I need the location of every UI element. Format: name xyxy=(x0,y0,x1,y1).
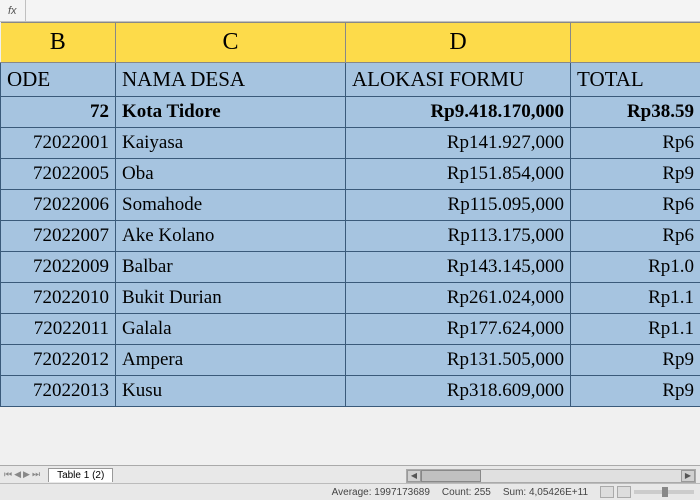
status-count: Count: 255 xyxy=(442,487,491,498)
cell[interactable]: Oba xyxy=(116,159,346,190)
table-row[interactable]: 72022012AmperaRp131.505,000Rp9 xyxy=(1,345,700,376)
cell[interactable]: Rp318.609,000 xyxy=(346,376,571,407)
table-row[interactable]: 72022011GalalaRp177.624,000Rp1.1 xyxy=(1,314,700,345)
cell[interactable]: 72022007 xyxy=(1,221,116,252)
cell[interactable]: 72022010 xyxy=(1,283,116,314)
cell[interactable]: Kaiyasa xyxy=(116,128,346,159)
table-row[interactable]: 72022009BalbarRp143.145,000Rp1.0 xyxy=(1,252,700,283)
cell[interactable]: Rp261.024,000 xyxy=(346,283,571,314)
tab-nav-buttons[interactable]: ⏮ ◀ ▶ ⏭ xyxy=(0,469,44,480)
scroll-thumb[interactable] xyxy=(421,470,481,482)
column-letter-row: BCD xyxy=(1,23,700,63)
cell[interactable]: Rp9 xyxy=(571,159,700,190)
sheet-tab-active[interactable]: Table 1 (2) xyxy=(48,468,113,482)
cell[interactable]: 72 xyxy=(1,97,116,128)
cell[interactable]: Ake Kolano xyxy=(116,221,346,252)
cell[interactable]: Rp1.1 xyxy=(571,314,700,345)
zoom-controls[interactable] xyxy=(600,486,694,498)
cell[interactable]: Balbar xyxy=(116,252,346,283)
cell[interactable]: Ampera xyxy=(116,345,346,376)
column-header[interactable]: ALOKASI FORMU xyxy=(346,63,571,97)
cell[interactable]: 72022011 xyxy=(1,314,116,345)
status-average: Average: 1997173689 xyxy=(332,487,430,498)
cell[interactable]: Rp131.505,000 xyxy=(346,345,571,376)
scroll-track[interactable] xyxy=(421,470,681,482)
spreadsheet-grid[interactable]: BCD ODENAMA DESAALOKASI FORMUTOTAL 72Kot… xyxy=(0,22,700,407)
summary-row[interactable]: 72Kota TidoreRp9.418.170,000Rp38.59 xyxy=(1,97,700,128)
cell[interactable]: Somahode xyxy=(116,190,346,221)
table-row[interactable]: 72022010Bukit DurianRp261.024,000Rp1.1 xyxy=(1,283,700,314)
table-row[interactable]: 72022005ObaRp151.854,000Rp9 xyxy=(1,159,700,190)
view-mode-icon[interactable] xyxy=(600,486,614,498)
table-row[interactable]: 72022007Ake KolanoRp113.175,000Rp6 xyxy=(1,221,700,252)
cell[interactable]: 72022006 xyxy=(1,190,116,221)
column-header[interactable]: NAMA DESA xyxy=(116,63,346,97)
cell[interactable]: Galala xyxy=(116,314,346,345)
cell[interactable]: Rp6 xyxy=(571,221,700,252)
cell[interactable]: Rp143.145,000 xyxy=(346,252,571,283)
table-row[interactable]: 72022013KusuRp318.609,000Rp9 xyxy=(1,376,700,407)
zoom-slider[interactable] xyxy=(634,490,694,494)
fx-label: fx xyxy=(0,0,26,21)
column-header[interactable]: TOTAL xyxy=(571,63,700,97)
cell[interactable]: Kota Tidore xyxy=(116,97,346,128)
column-letter[interactable] xyxy=(571,23,700,63)
cell[interactable]: 72022005 xyxy=(1,159,116,190)
tab-prev-icon[interactable]: ◀ xyxy=(14,469,21,480)
cell[interactable]: Rp177.624,000 xyxy=(346,314,571,345)
cell[interactable]: Rp115.095,000 xyxy=(346,190,571,221)
status-bar: Average: 1997173689 Count: 255 Sum: 4,05… xyxy=(0,483,700,500)
tab-first-icon[interactable]: ⏮ xyxy=(4,469,12,480)
tab-last-icon[interactable]: ⏭ xyxy=(32,469,40,480)
table-row[interactable]: 72022006SomahodeRp115.095,000Rp6 xyxy=(1,190,700,221)
formula-bar: fx xyxy=(0,0,700,22)
column-letter[interactable]: B xyxy=(1,23,116,63)
cell[interactable]: Rp9 xyxy=(571,345,700,376)
cell[interactable]: Rp1.1 xyxy=(571,283,700,314)
cell[interactable]: Rp141.927,000 xyxy=(346,128,571,159)
cell[interactable]: Rp9 xyxy=(571,376,700,407)
scroll-left-icon[interactable]: ◀ xyxy=(407,470,421,482)
column-header[interactable]: ODE xyxy=(1,63,116,97)
cell[interactable]: 72022012 xyxy=(1,345,116,376)
cell[interactable]: Rp1.0 xyxy=(571,252,700,283)
cell[interactable]: 72022001 xyxy=(1,128,116,159)
cell[interactable]: 72022009 xyxy=(1,252,116,283)
cell[interactable]: Rp38.59 xyxy=(571,97,700,128)
horizontal-scrollbar[interactable]: ◀ ▶ xyxy=(406,469,696,483)
status-sum: Sum: 4,05426E+11 xyxy=(503,487,588,498)
scroll-right-icon[interactable]: ▶ xyxy=(681,470,695,482)
column-letter[interactable]: D xyxy=(346,23,571,63)
cell[interactable]: Rp6 xyxy=(571,190,700,221)
zoom-thumb[interactable] xyxy=(662,487,668,497)
cell[interactable]: Rp9.418.170,000 xyxy=(346,97,571,128)
tab-next-icon[interactable]: ▶ xyxy=(23,469,30,480)
cell[interactable]: 72022013 xyxy=(1,376,116,407)
cell[interactable]: Bukit Durian xyxy=(116,283,346,314)
column-letter[interactable]: C xyxy=(116,23,346,63)
view-mode-icon[interactable] xyxy=(617,486,631,498)
cell[interactable]: Rp113.175,000 xyxy=(346,221,571,252)
cell[interactable]: Rp151.854,000 xyxy=(346,159,571,190)
cell[interactable]: Rp6 xyxy=(571,128,700,159)
header-row: ODENAMA DESAALOKASI FORMUTOTAL xyxy=(1,63,700,97)
table-row[interactable]: 72022001KaiyasaRp141.927,000Rp6 xyxy=(1,128,700,159)
cell[interactable]: Kusu xyxy=(116,376,346,407)
